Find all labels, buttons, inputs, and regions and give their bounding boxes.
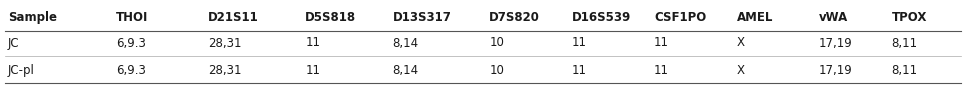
Text: 8,11: 8,11 [891, 36, 918, 50]
Text: 8,14: 8,14 [392, 64, 419, 77]
Text: 6,9.3: 6,9.3 [116, 36, 146, 50]
Text: X: X [736, 36, 744, 50]
Text: THOI: THOI [116, 11, 148, 24]
Text: 11: 11 [572, 64, 586, 77]
Text: vWA: vWA [819, 11, 848, 24]
Text: 28,31: 28,31 [208, 64, 242, 77]
Text: 11: 11 [305, 36, 320, 50]
Text: JC-pl: JC-pl [8, 64, 35, 77]
Text: 11: 11 [654, 36, 669, 50]
Text: 10: 10 [489, 64, 504, 77]
Text: 11: 11 [572, 36, 586, 50]
Text: X: X [736, 64, 744, 77]
Text: 17,19: 17,19 [819, 64, 853, 77]
Text: AMEL: AMEL [736, 11, 773, 24]
Text: 8,14: 8,14 [392, 36, 419, 50]
Text: Sample: Sample [8, 11, 57, 24]
Text: 8,11: 8,11 [891, 64, 918, 77]
Text: 10: 10 [489, 36, 504, 50]
Text: 6,9.3: 6,9.3 [116, 64, 146, 77]
Text: D5S818: D5S818 [305, 11, 357, 24]
Text: D16S539: D16S539 [572, 11, 631, 24]
Text: 11: 11 [654, 64, 669, 77]
Text: 11: 11 [305, 64, 320, 77]
Text: D21S11: D21S11 [208, 11, 259, 24]
Text: 28,31: 28,31 [208, 36, 242, 50]
Text: CSF1PO: CSF1PO [654, 11, 706, 24]
Text: JC: JC [8, 36, 19, 50]
Text: TPOX: TPOX [891, 11, 927, 24]
Text: D13S317: D13S317 [392, 11, 452, 24]
Text: 17,19: 17,19 [819, 36, 853, 50]
Text: D7S820: D7S820 [489, 11, 541, 24]
